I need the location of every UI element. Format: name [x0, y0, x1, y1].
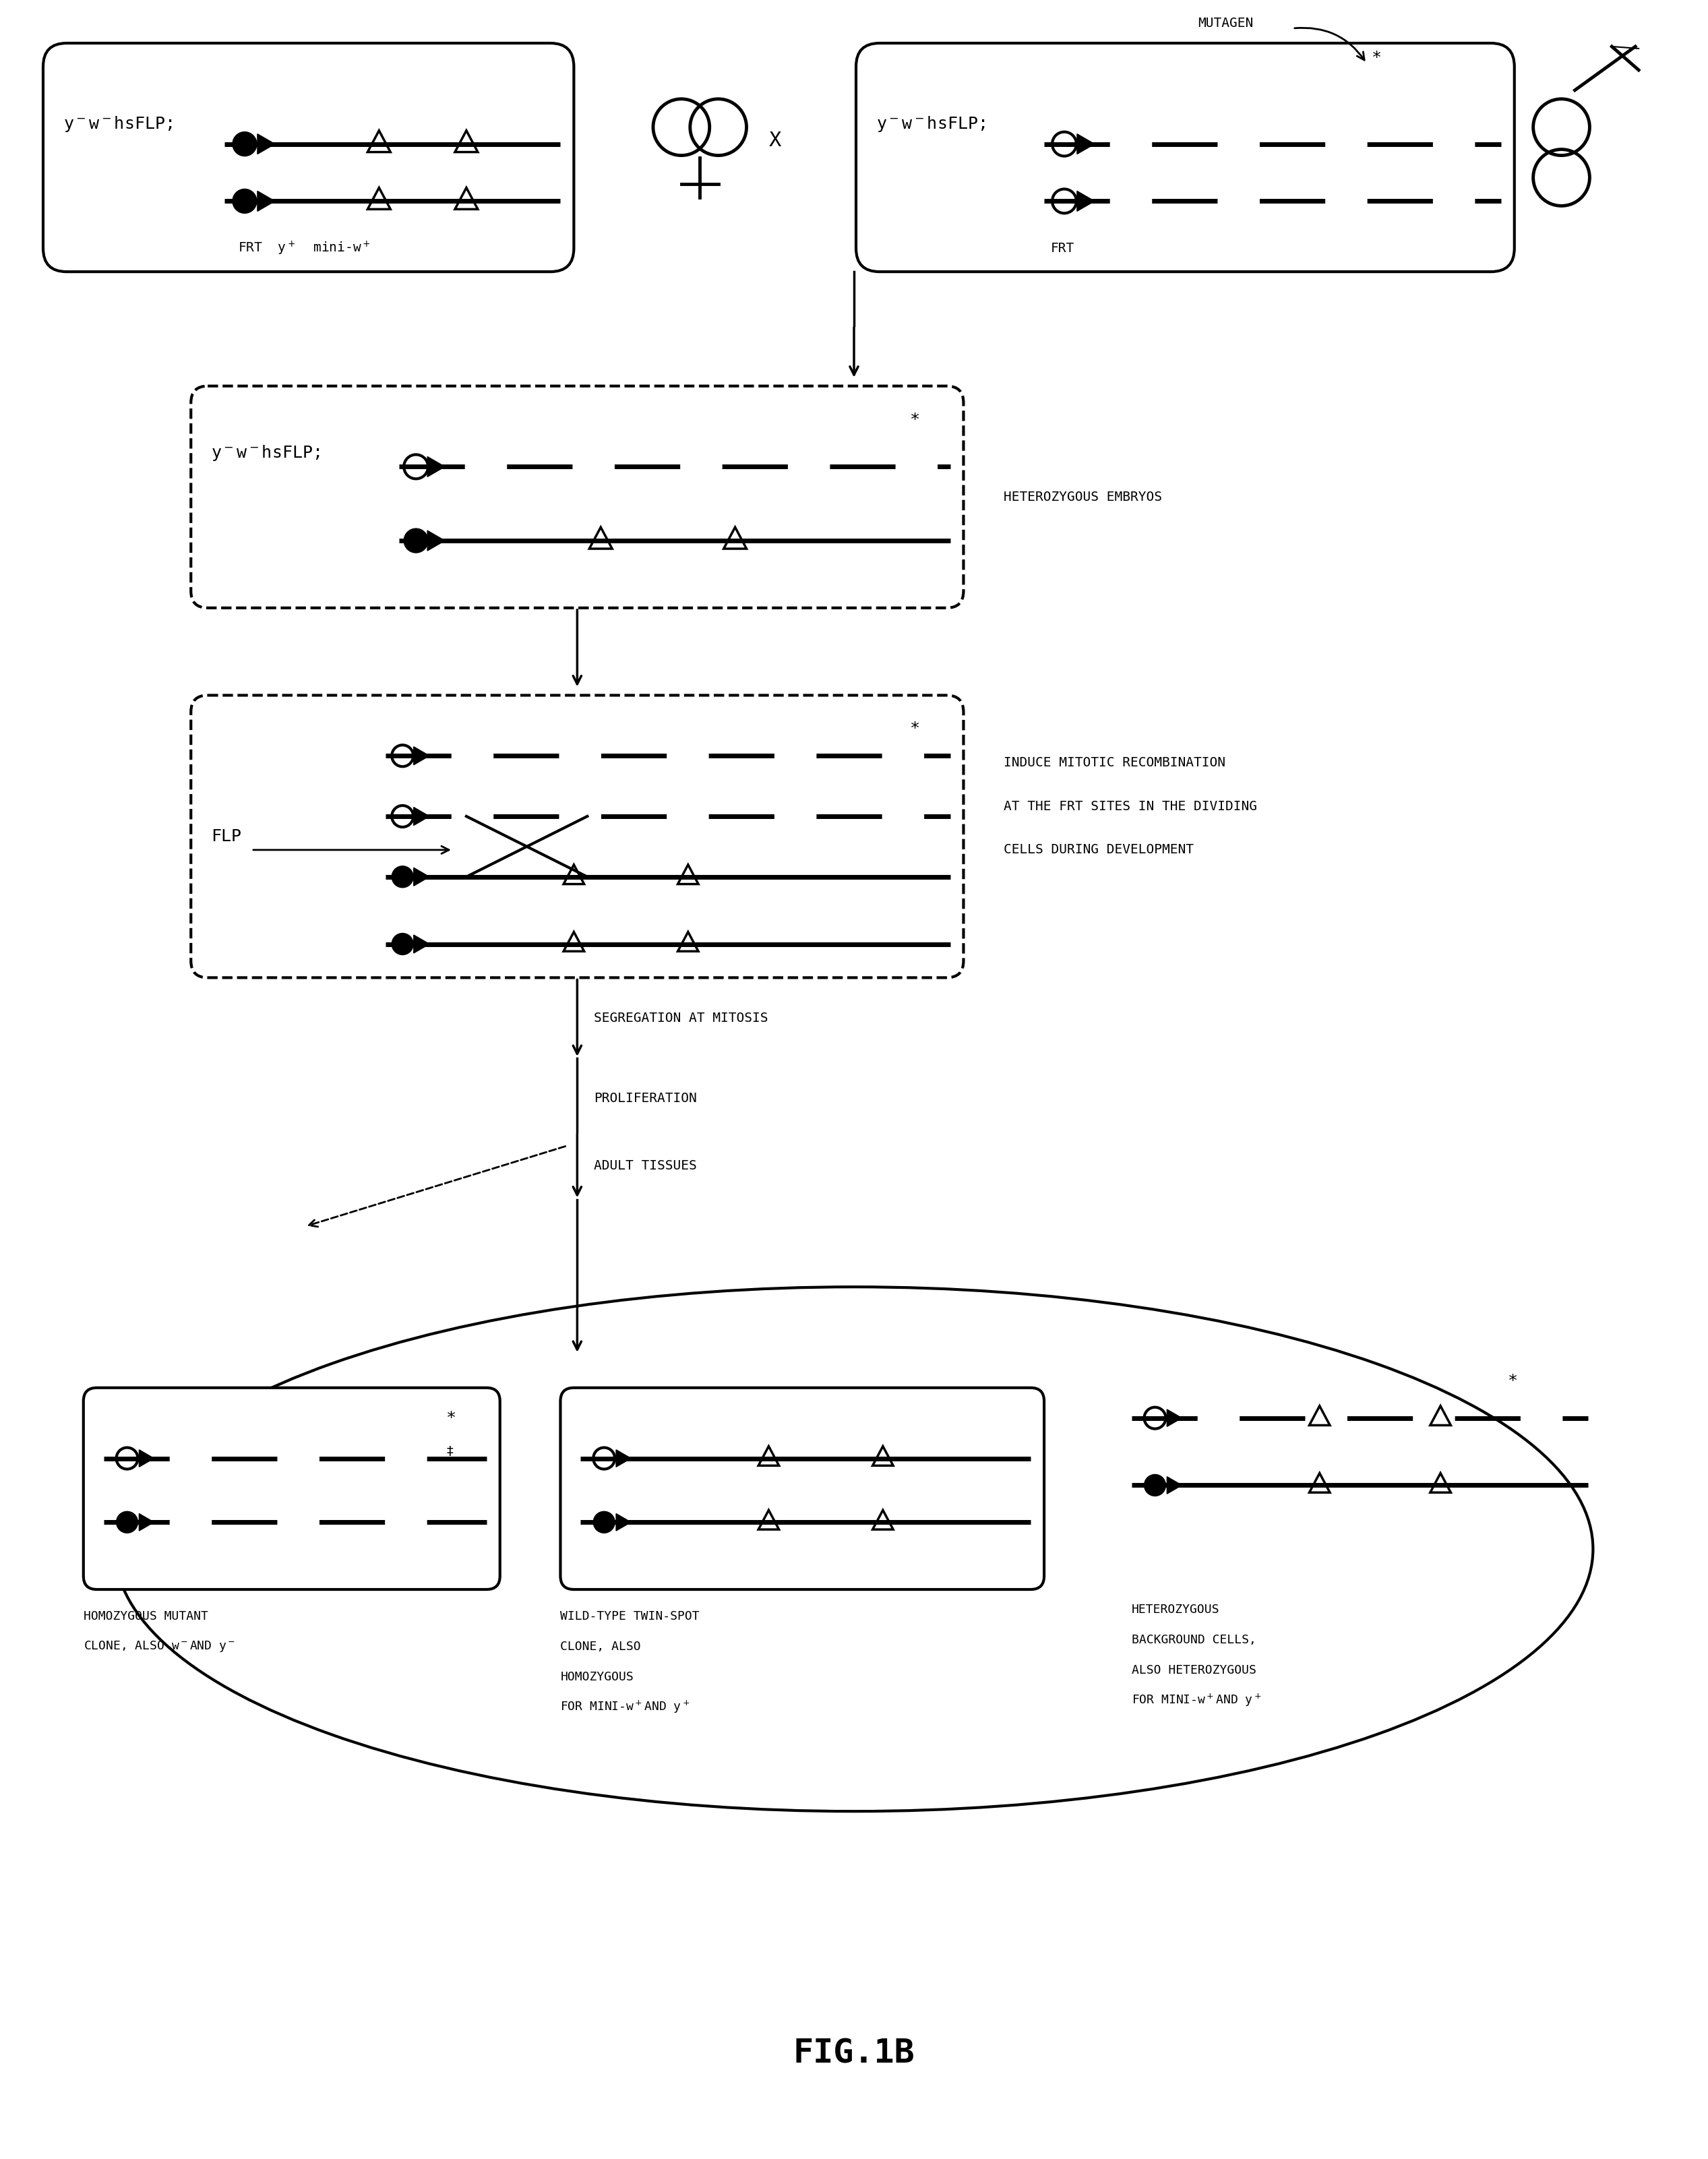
Text: FOR MINI-w$^+$AND y$^+$: FOR MINI-w$^+$AND y$^+$: [1131, 1693, 1261, 1708]
Text: *: *: [1508, 1373, 1518, 1388]
Circle shape: [593, 1511, 615, 1533]
Text: ADULT TISSUES: ADULT TISSUES: [594, 1159, 697, 1172]
Text: HOMOZYGOUS: HOMOZYGOUS: [560, 1671, 634, 1682]
Text: *: *: [910, 721, 921, 736]
Polygon shape: [413, 807, 429, 825]
Polygon shape: [138, 1513, 154, 1531]
FancyBboxPatch shape: [84, 1388, 500, 1589]
Text: CLONE, ALSO w$^-$AND y$^-$: CLONE, ALSO w$^-$AND y$^-$: [84, 1639, 236, 1654]
Polygon shape: [413, 868, 429, 885]
Polygon shape: [1078, 190, 1095, 212]
Text: AT THE FRT SITES IN THE DIVIDING: AT THE FRT SITES IN THE DIVIDING: [1004, 799, 1257, 812]
Text: WILD-TYPE TWIN-SPOT: WILD-TYPE TWIN-SPOT: [560, 1611, 700, 1621]
Text: FIG.1B: FIG.1B: [793, 2038, 915, 2070]
Text: y$^-$w$^-$hsFLP;: y$^-$w$^-$hsFLP;: [212, 445, 319, 462]
Circle shape: [391, 933, 413, 954]
Polygon shape: [138, 1451, 154, 1466]
Text: PROLIFERATION: PROLIFERATION: [594, 1092, 697, 1105]
Polygon shape: [413, 935, 429, 952]
Text: HOMOZYGOUS MUTANT: HOMOZYGOUS MUTANT: [84, 1611, 208, 1621]
Text: HETEROZYGOUS: HETEROZYGOUS: [1131, 1604, 1220, 1615]
Text: FRT  y$^+$  mini-w$^+$: FRT y$^+$ mini-w$^+$: [237, 240, 371, 257]
Text: X: X: [769, 132, 782, 151]
Text: BACKGROUND CELLS,: BACKGROUND CELLS,: [1131, 1634, 1255, 1645]
Circle shape: [116, 1511, 138, 1533]
Polygon shape: [427, 456, 444, 477]
Polygon shape: [1167, 1477, 1182, 1494]
FancyBboxPatch shape: [43, 43, 574, 272]
FancyBboxPatch shape: [191, 695, 963, 978]
Text: ‡: ‡: [446, 1444, 454, 1457]
Text: *: *: [910, 412, 921, 427]
Polygon shape: [427, 531, 444, 551]
Circle shape: [403, 529, 429, 553]
Polygon shape: [258, 134, 275, 153]
Text: FRT: FRT: [1050, 242, 1074, 255]
Text: HETEROZYGOUS EMBRYOS: HETEROZYGOUS EMBRYOS: [1004, 490, 1161, 503]
Circle shape: [232, 190, 256, 214]
Text: ALSO HETEROZYGOUS: ALSO HETEROZYGOUS: [1131, 1665, 1255, 1675]
Polygon shape: [1167, 1410, 1182, 1427]
Circle shape: [391, 866, 413, 887]
FancyBboxPatch shape: [856, 43, 1515, 272]
Polygon shape: [617, 1513, 630, 1531]
Text: FOR MINI-w$^+$AND y$^+$: FOR MINI-w$^+$AND y$^+$: [560, 1699, 690, 1714]
Text: *: *: [1372, 50, 1382, 67]
Text: CELLS DURING DEVELOPMENT: CELLS DURING DEVELOPMENT: [1004, 844, 1194, 857]
Circle shape: [1144, 1475, 1167, 1496]
FancyBboxPatch shape: [191, 386, 963, 609]
Circle shape: [232, 132, 256, 155]
Polygon shape: [413, 747, 429, 764]
Text: FLP: FLP: [212, 829, 241, 844]
Text: y$^-$w$^-$hsFLP;: y$^-$w$^-$hsFLP;: [876, 114, 986, 134]
FancyBboxPatch shape: [560, 1388, 1044, 1589]
Text: CLONE, ALSO: CLONE, ALSO: [560, 1641, 640, 1652]
Text: y$^-$w$^-$hsFLP;: y$^-$w$^-$hsFLP;: [63, 114, 173, 134]
Polygon shape: [1078, 134, 1095, 153]
Text: MUTAGEN: MUTAGEN: [1197, 17, 1254, 30]
Polygon shape: [617, 1451, 630, 1466]
Polygon shape: [258, 190, 275, 212]
Text: SEGREGATION AT MITOSIS: SEGREGATION AT MITOSIS: [594, 1013, 769, 1023]
Text: INDUCE MITOTIC RECOMBINATION: INDUCE MITOTIC RECOMBINATION: [1004, 756, 1226, 769]
Text: *: *: [446, 1410, 456, 1427]
